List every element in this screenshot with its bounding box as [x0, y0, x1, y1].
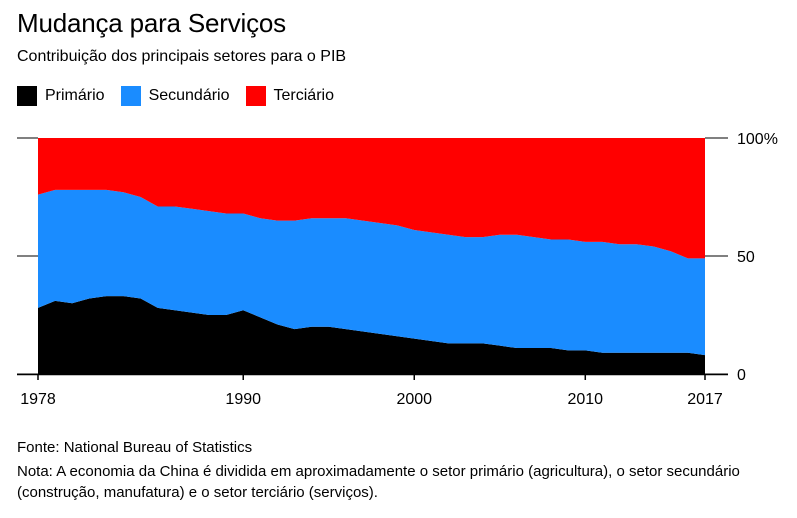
x-tick-label-1978: 1978 — [20, 391, 56, 408]
chart-title: Mudança para Serviços — [17, 8, 286, 38]
legend-swatch-primario — [17, 86, 37, 106]
legend-swatch-terciario — [245, 86, 266, 106]
area-terciario — [38, 138, 705, 259]
legend-item-secundario: Secundário — [120, 86, 230, 106]
legend-swatch-secundario — [120, 86, 141, 106]
legend-label-terciario: Terciário — [273, 87, 334, 104]
legend-label-secundario: Secundário — [148, 87, 230, 104]
stacked-area-chart: 0 50 100% 1978 1990 2000 2010 2017 — [17, 131, 778, 408]
x-tick-label-1990: 1990 — [225, 391, 261, 408]
legend-label-primario: Primário — [45, 87, 105, 104]
y-tick-label-0: 0 — [737, 367, 746, 384]
y-tick-label-50: 50 — [737, 249, 755, 266]
x-tick-label-2017: 2017 — [687, 391, 723, 408]
x-tick-label-2010: 2010 — [567, 391, 603, 408]
y-tick-label-100: 100% — [737, 131, 778, 148]
legend-item-terciario: Terciário — [245, 86, 334, 106]
explanatory-note: Nota: A economia da China é dividida em … — [17, 463, 740, 501]
legend-item-primario: Primário — [17, 86, 105, 106]
chart-legend: Primário Secundário Terciário — [17, 86, 350, 106]
chart-footer: Fonte: National Bureau of Statistics Not… — [17, 437, 787, 503]
area-secundario — [38, 189, 705, 356]
area-primario — [38, 296, 705, 374]
source-note: Fonte: National Bureau of Statistics — [17, 439, 253, 456]
chart-subtitle: Contribuição dos principais setores para… — [17, 48, 347, 65]
x-tick-label-2000: 2000 — [396, 391, 432, 408]
